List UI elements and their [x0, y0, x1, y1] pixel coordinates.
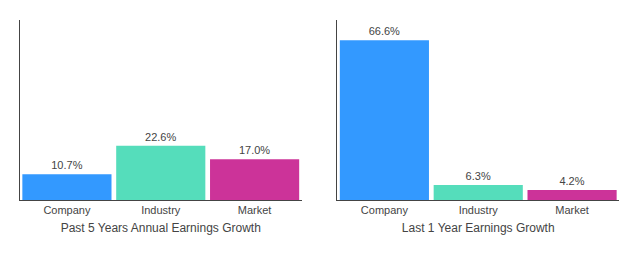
svg-text:Industry: Industry [141, 204, 181, 216]
svg-text:17.0%: 17.0% [239, 144, 270, 156]
svg-text:Market: Market [238, 204, 272, 216]
svg-text:66.6%: 66.6% [369, 25, 400, 37]
svg-text:Company: Company [43, 204, 91, 216]
svg-text:22.6%: 22.6% [145, 131, 176, 143]
svg-text:Company: Company [361, 204, 409, 216]
svg-text:Past 5 Years Annual Earnings G: Past 5 Years Annual Earnings Growth [61, 221, 261, 235]
svg-text:10.7%: 10.7% [51, 159, 82, 171]
svg-text:Industry: Industry [459, 204, 499, 216]
svg-text:Market: Market [555, 204, 589, 216]
svg-text:Last 1 Year Earnings Growth: Last 1 Year Earnings Growth [402, 221, 555, 235]
svg-text:6.3%: 6.3% [466, 170, 491, 182]
svg-text:4.2%: 4.2% [559, 175, 584, 187]
